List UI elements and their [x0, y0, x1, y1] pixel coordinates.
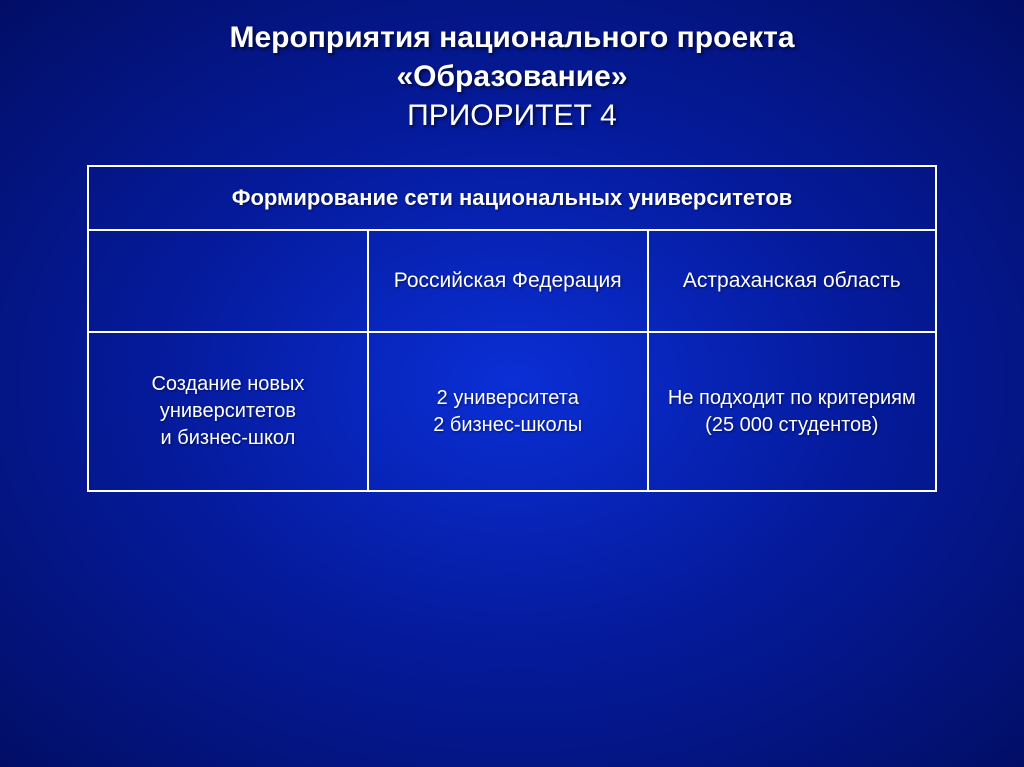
title-line-2: «Образование»	[0, 57, 1024, 96]
data-col2: 2 университета 2 бизнес-школы	[368, 332, 648, 491]
subhead-col3: Астраханская область	[648, 230, 936, 332]
content-table: Формирование сети национальных университ…	[87, 165, 937, 492]
title-line-3: ПРИОРИТЕТ 4	[0, 96, 1024, 135]
data-col1-line2: и бизнес-школ	[107, 425, 349, 452]
subhead-col2: Российская Федерация	[368, 230, 648, 332]
data-col1-line1: Создание новых университетов	[107, 371, 349, 425]
table-subheader-row: Российская Федерация Астраханская област…	[88, 230, 936, 332]
subhead-col1	[88, 230, 368, 332]
data-col1: Создание новых университетов и бизнес-шк…	[88, 332, 368, 491]
table-container: Формирование сети национальных университ…	[0, 165, 1024, 492]
table-header-cell: Формирование сети национальных университ…	[88, 166, 936, 230]
title-line-1: Мероприятия национального проекта	[0, 18, 1024, 57]
table-data-row: Создание новых университетов и бизнес-шк…	[88, 332, 936, 491]
data-col3: Не подходит по критериям (25 000 студент…	[648, 332, 936, 491]
data-col2-line2: 2 бизнес-школы	[387, 412, 629, 439]
data-col2-line1: 2 университета	[387, 385, 629, 412]
slide-title-block: Мероприятия национального проекта «Образ…	[0, 0, 1024, 165]
table-header-row: Формирование сети национальных университ…	[88, 166, 936, 230]
